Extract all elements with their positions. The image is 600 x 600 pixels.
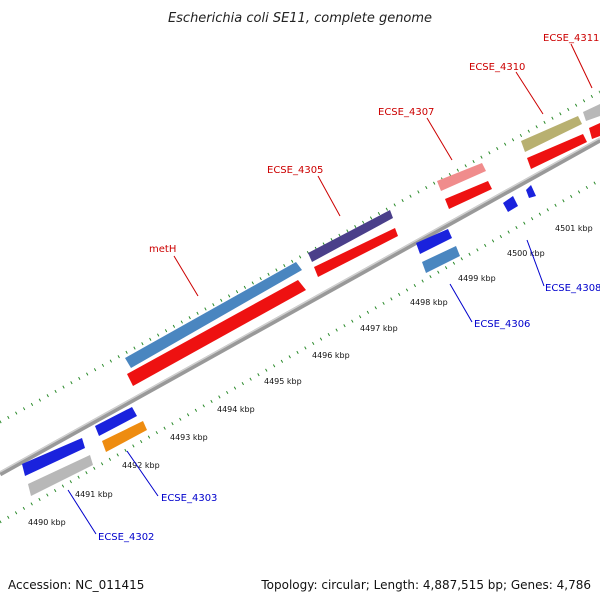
gene-label[interactable]: ECSE_4305: [267, 165, 323, 176]
tick-label: 4491 kbp: [75, 490, 113, 499]
inner-tick-track: [0, 178, 600, 524]
gene-features: [22, 104, 600, 496]
gene-arrow-4308b-blue[interactable]: [526, 185, 536, 198]
outer-tick-track: [0, 90, 600, 424]
tick-label: 4500 kbp: [507, 249, 545, 258]
gene-arrow-4302-gray[interactable]: [28, 455, 93, 496]
gene-arrow-4306-blue[interactable]: [416, 229, 452, 254]
tick-labels: 4490 kbp 4491 kbp 4492 kbp 4493 kbp 4494…: [28, 224, 593, 527]
map-title: Escherichia coli SE11, complete genome: [168, 11, 432, 26]
tick-label: 4493 kbp: [170, 433, 208, 442]
label-leader-lines: [67, 43, 593, 535]
tick-label: 4498 kbp: [410, 298, 448, 307]
gene-label[interactable]: ECSE_4308: [545, 283, 600, 294]
gene-labels: ECSE_4302 ECSE_4303 metH ECSE_4305 ECSE_…: [98, 33, 600, 543]
gene-arrow-4310-red[interactable]: [527, 134, 587, 169]
gene-arrow-4310-khaki[interactable]: [521, 116, 582, 152]
tick-label: 4495 kbp: [264, 377, 302, 386]
tick-label: 4494 kbp: [217, 405, 255, 414]
gene-arrow-4311-red[interactable]: [589, 123, 600, 139]
gene-label[interactable]: ECSE_4311: [543, 33, 599, 44]
gene-arrow-4303-blue[interactable]: [95, 407, 137, 436]
genome-backbone: [0, 137, 600, 477]
tick-label: 4501 kbp: [555, 224, 593, 233]
gene-arrow-4302-blue[interactable]: [22, 438, 85, 476]
gene-label[interactable]: metH: [149, 244, 176, 255]
gene-arrow-4311-gray[interactable]: [583, 104, 600, 121]
gene-arrow-4303-orange[interactable]: [102, 421, 147, 452]
gene-arrow-4307-pink[interactable]: [437, 163, 486, 191]
gene-label[interactable]: ECSE_4310: [469, 62, 525, 73]
gene-label[interactable]: ECSE_4302: [98, 532, 154, 543]
gene-label[interactable]: ECSE_4303: [161, 493, 217, 504]
tick-label: 4490 kbp: [28, 518, 66, 527]
gene-arrow-4308-blue[interactable]: [503, 196, 518, 212]
genome-summary: Topology: circular; Length: 4,887,515 bp…: [261, 578, 591, 592]
gene-arrow-4307-red[interactable]: [445, 181, 492, 209]
tick-label: 4499 kbp: [458, 274, 496, 283]
gene-arrow-4305-red[interactable]: [314, 228, 398, 277]
tick-label: 4497 kbp: [360, 324, 398, 333]
gene-arrow-methylase-red[interactable]: [127, 280, 306, 386]
gene-arrow-4305-dark[interactable]: [308, 210, 393, 262]
gene-label[interactable]: ECSE_4307: [378, 107, 434, 118]
tick-label: 4496 kbp: [312, 351, 350, 360]
gene-label[interactable]: ECSE_4306: [474, 319, 530, 330]
accession-label: Accession: NC_011415: [8, 578, 145, 592]
tick-label: 4492 kbp: [122, 461, 160, 470]
gene-arrow-methylase[interactable]: [125, 262, 302, 368]
gene-arrow-4306-steel[interactable]: [422, 246, 460, 273]
